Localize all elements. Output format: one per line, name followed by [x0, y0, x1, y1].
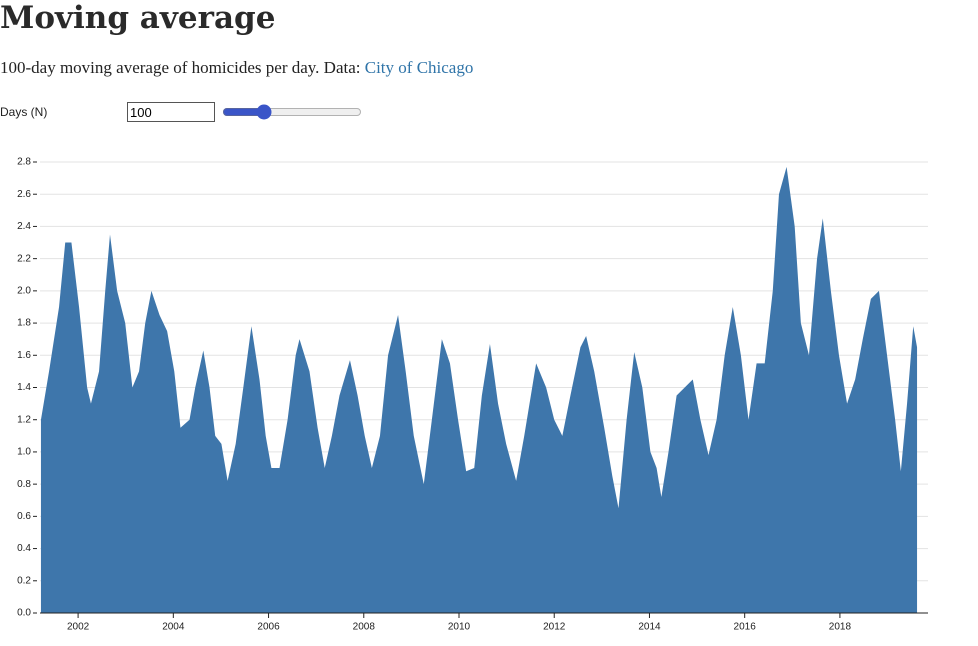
y-tick-label: 0.0 [17, 608, 31, 619]
days-label: Days (N) [0, 105, 48, 119]
y-tick-label: 1.6 [17, 350, 31, 361]
chart: 0.0 0.2 0.4 0.6 0.8 1.0 1.2 1.4 1.6 1.8 2.0 2.2 2.4 2… [17, 157, 928, 633]
y-tick-label: 0.2 [17, 575, 31, 586]
days-input[interactable] [127, 102, 215, 122]
y-tick-label: 2.6 [17, 189, 31, 200]
x-tick-label: 2016 [734, 622, 757, 633]
x-tick-label: 2006 [257, 622, 280, 633]
y-tick-label: 1.4 [17, 382, 31, 393]
y-tick-label: 0.4 [17, 543, 31, 554]
y-tick-label: 1.2 [17, 414, 31, 425]
x-tick-label: 2002 [67, 622, 90, 633]
subtitle: 100-day moving average of homicides per … [0, 58, 473, 78]
data-link[interactable]: City of Chicago [364, 58, 474, 77]
x-tick-label: 2012 [543, 622, 566, 633]
y-tick-label: 2.0 [17, 285, 31, 296]
x-tick-label: 2008 [353, 622, 376, 633]
x-tick-label: 2014 [638, 622, 661, 633]
x-tick-label: 2010 [448, 622, 471, 633]
y-tick-label: 0.8 [17, 479, 31, 490]
days-slider[interactable] [222, 104, 362, 120]
y-tick-label: 2.8 [17, 157, 31, 168]
y-tick-label: 0.6 [17, 511, 31, 522]
page-title: Moving average [0, 0, 276, 36]
y-tick-label: 2.2 [17, 253, 31, 264]
x-tick-label: 2018 [829, 622, 852, 633]
area [40, 166, 918, 613]
y-tick-label: 1.0 [17, 447, 31, 458]
subtitle-text: 100-day moving average of homicides per … [0, 58, 365, 77]
y-tick-label: 1.8 [17, 318, 31, 329]
y-tick-label: 2.4 [17, 221, 31, 232]
x-tick-label: 2004 [162, 622, 185, 633]
